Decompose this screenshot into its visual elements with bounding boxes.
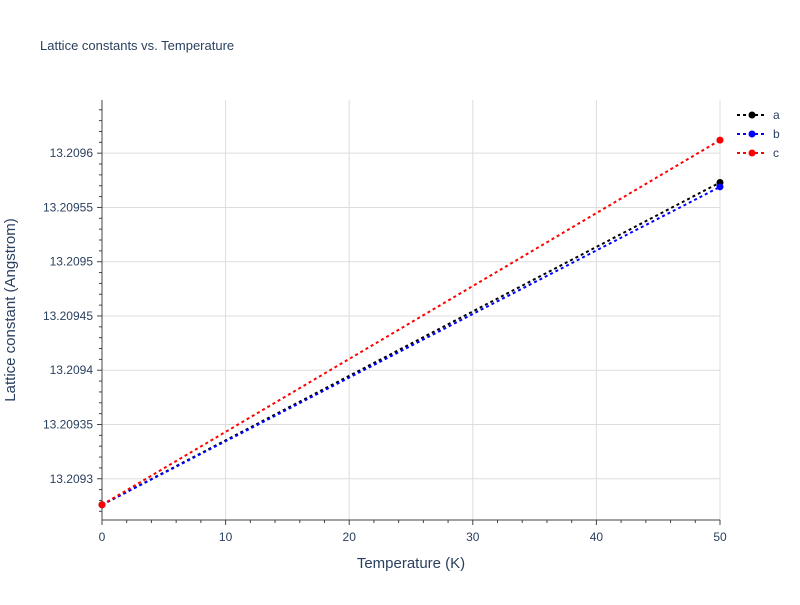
legend-label-b: b (773, 127, 780, 141)
y-tick-label: 13.2094 (50, 363, 94, 377)
legend-marker-a (748, 111, 756, 119)
x-tick-label: 10 (219, 530, 233, 544)
x-tick-label: 20 (343, 530, 357, 544)
legend-item-a[interactable]: a (737, 108, 780, 122)
legend-label-a: a (773, 108, 780, 122)
series-b (98, 183, 724, 509)
y-tick-label: 13.20945 (43, 309, 93, 323)
y-axis-label: Lattice constant (Angstrom) (2, 218, 19, 401)
y-tick-label: 13.20955 (43, 200, 93, 214)
series-a (98, 178, 724, 509)
y-tick-label: 13.2093 (50, 472, 94, 486)
legend-layer[interactable]: abc (737, 108, 780, 160)
data-point-c (98, 501, 106, 509)
chart-title: Lattice constants vs. Temperature (40, 38, 234, 53)
data-point-b (716, 183, 724, 191)
series-layer (98, 136, 724, 509)
legend-marker-c (748, 149, 756, 157)
legend-marker-b (748, 130, 756, 138)
series-line-c (101, 139, 721, 506)
x-tick-label: 40 (590, 530, 604, 544)
y-tick-label: 13.2096 (50, 146, 94, 160)
legend-item-b[interactable]: b (737, 127, 780, 141)
x-tick-label: 30 (466, 530, 480, 544)
series-line-b (101, 185, 721, 506)
x-tick-label: 50 (713, 530, 727, 544)
y-tick-label: 13.2095 (50, 255, 94, 269)
legend-label-c: c (773, 146, 779, 160)
axes-layer: 0 10 20 30 40 50 13.2093 13.20935 13.2094 13.2094… (43, 100, 727, 544)
data-point-c (716, 136, 724, 144)
y-tick-label: 13.20935 (43, 417, 93, 431)
grid-layer (102, 100, 721, 520)
legend-item-c[interactable]: c (737, 146, 779, 160)
x-tick-label: 0 (99, 530, 106, 544)
x-axis-label: Temperature (K) (357, 555, 465, 572)
series-c (98, 136, 724, 509)
